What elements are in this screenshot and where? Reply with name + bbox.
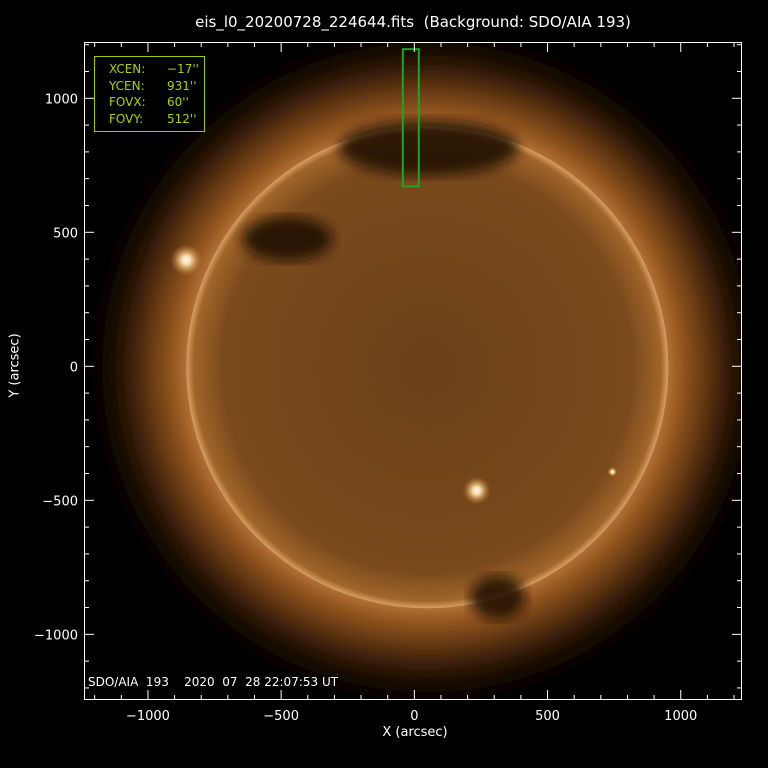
fov-legend: XCEN: −17'' YCEN: 931'' FOVX: 60'' FOVY: 512… [94, 56, 205, 132]
coronal-hole [338, 119, 519, 176]
y-tick-label: −1000 [34, 628, 78, 643]
legend-value: 512'' [167, 111, 197, 126]
legend-key: XCEN: [109, 62, 146, 76]
y-tick-label: 500 [53, 226, 78, 241]
legend-row-fovx: FOVX: 60'' [109, 94, 204, 111]
x-tick-label: 0 [410, 709, 418, 724]
x-tick-label: 1000 [664, 709, 697, 724]
active-region [170, 244, 203, 277]
active-region [607, 466, 618, 477]
solar-image [85, 43, 741, 699]
x-tick-label: −500 [263, 709, 299, 724]
legend-value: 931'' [167, 78, 197, 93]
x-axis-label: X (arcsec) [382, 725, 448, 740]
y-tick-label: −500 [42, 494, 78, 509]
legend-value: 60'' [167, 95, 189, 109]
y-axis-label: Y (arcsec) [7, 333, 23, 398]
legend-value: −17'' [167, 62, 199, 76]
y-tick-label: 1000 [45, 92, 78, 107]
image-timestamp: SDO/AIA 193 2020 07 28 22:07:53 UT [88, 675, 339, 689]
plot-area [84, 42, 742, 700]
legend-key: YCEN: [109, 78, 145, 93]
x-tick-label: −1000 [126, 709, 170, 724]
eis-fov-box [401, 48, 420, 188]
legend-key: FOVX: [109, 95, 146, 109]
coronal-hole [469, 575, 526, 620]
active-region [462, 476, 491, 505]
plot-title: eis_l0_20200728_224644.fits (Background:… [195, 13, 631, 31]
legend-key: FOVY: [109, 111, 144, 126]
legend-row-fovy: FOVY: 512'' [109, 111, 204, 128]
x-tick-label: 500 [535, 709, 560, 724]
legend-row-xcen: XCEN: −17'' [109, 61, 204, 78]
legend-row-ycen: YCEN: 931'' [109, 78, 204, 95]
y-tick-label: 0 [70, 360, 78, 375]
coronal-hole [242, 216, 333, 261]
